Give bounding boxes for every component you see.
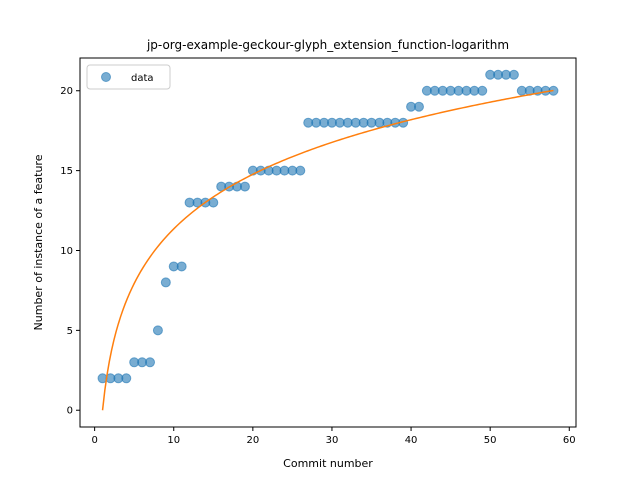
plot-area [80,58,576,427]
legend-marker-data [101,72,111,82]
x-tick-label: 40 [405,435,418,446]
data-point [239,181,250,192]
chart-title: jp-org-example-geckour-glyph_extension_f… [146,38,509,52]
y-tick-label: 10 [60,246,73,257]
data-point [295,165,306,176]
data-point [152,325,163,336]
x-tick-label: 0 [91,435,97,446]
y-tick-label: 15 [60,166,73,177]
fit-line [101,89,554,411]
legend-box [86,64,171,90]
y-tick-label: 0 [67,406,73,417]
data-point [208,197,219,208]
legend: data [86,64,171,90]
tick-layer: 0 10 20 30 40 50 60 0 5 10 15 20 [60,86,575,446]
x-axis-label: Commit number [283,457,373,470]
data-point [160,277,171,288]
y-tick-label: 20 [60,86,73,97]
y-tick-label: 5 [67,326,73,337]
data-point [121,373,132,384]
data-point [508,69,519,80]
series-layer [97,69,559,411]
data-point [145,357,156,368]
x-tick-label: 60 [563,435,576,446]
x-tick-label: 10 [167,435,180,446]
plot-frame [79,57,577,428]
legend-label-data: data [131,73,154,84]
data-point [176,261,187,272]
x-tick-label: 30 [326,435,339,446]
x-tick-label: 20 [246,435,259,446]
y-axis-label: Number of instance of a feature [32,154,45,330]
x-tick-label: 50 [484,435,497,446]
data-point [477,85,488,96]
data-point [413,101,424,112]
